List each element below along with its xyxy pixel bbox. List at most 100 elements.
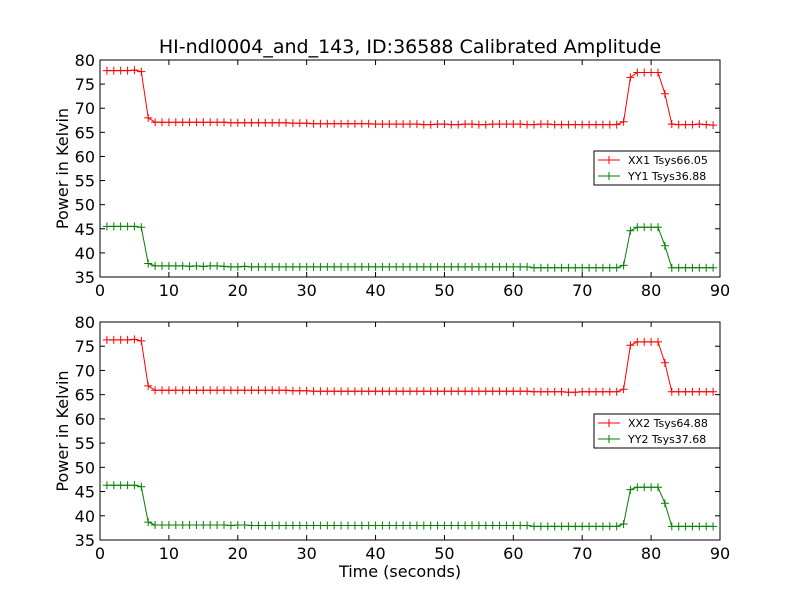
x-tick-label: 80 — [641, 544, 661, 563]
x-tick-label: 80 — [641, 281, 661, 300]
data-point — [578, 387, 587, 396]
x-tick-label: 60 — [503, 281, 523, 300]
data-point — [233, 521, 242, 529]
x-tick-label: 0 — [95, 544, 105, 563]
data-point — [516, 387, 525, 396]
data-point — [419, 521, 428, 530]
data-point — [647, 223, 656, 232]
data-point — [640, 223, 649, 232]
data-point — [337, 387, 346, 396]
data-point — [633, 223, 642, 232]
data-point — [406, 387, 414, 396]
data-point — [261, 386, 270, 395]
x-tick-label: 0 — [95, 281, 105, 300]
data-point — [674, 387, 683, 396]
data-point — [392, 262, 401, 271]
data-point — [543, 387, 552, 396]
data-point — [316, 521, 325, 530]
data-point — [412, 120, 421, 129]
data-point — [592, 387, 600, 396]
data-point — [640, 483, 649, 492]
data-point — [426, 521, 435, 530]
data-point — [495, 262, 504, 271]
data-point — [350, 262, 359, 271]
data-point — [709, 121, 718, 130]
data-point — [102, 222, 111, 231]
data-point — [268, 386, 277, 395]
data-point — [468, 120, 476, 129]
data-point — [433, 521, 442, 530]
data-point — [509, 262, 518, 271]
data-point — [543, 263, 552, 272]
data-point — [509, 521, 518, 530]
data-point — [468, 262, 476, 271]
data-point — [447, 521, 456, 530]
data-point — [185, 262, 194, 271]
data-point — [302, 119, 311, 128]
data-point — [233, 262, 242, 271]
data-point — [530, 120, 538, 129]
data-point — [254, 386, 263, 395]
data-point — [123, 222, 132, 231]
data-point — [557, 263, 566, 272]
data-point — [371, 120, 380, 129]
data-point — [316, 387, 325, 396]
data-point — [123, 481, 132, 490]
data-point — [364, 521, 373, 530]
data-point — [302, 521, 311, 530]
data-point — [667, 387, 676, 396]
legend-entry: XX1 Tsys66.05 — [628, 154, 708, 167]
data-point — [530, 522, 538, 531]
data-point — [633, 337, 642, 346]
x-tick-label: 40 — [365, 281, 385, 300]
data-point — [702, 120, 711, 129]
data-point — [357, 119, 366, 128]
data-point — [275, 262, 284, 271]
data-point — [158, 386, 166, 395]
data-point — [288, 521, 297, 530]
data-point — [474, 387, 483, 396]
y-tick-label: 80 — [75, 51, 95, 70]
y-tick-label: 60 — [75, 147, 95, 166]
data-point — [647, 337, 656, 346]
data-point — [557, 387, 566, 396]
data-point — [144, 259, 153, 268]
data-point — [433, 120, 442, 129]
data-point — [543, 120, 552, 129]
data-point — [171, 118, 180, 127]
legend-marker — [605, 419, 613, 427]
data-point — [564, 522, 573, 531]
data-point — [102, 66, 111, 75]
data-point — [295, 386, 304, 395]
data-point — [137, 336, 146, 345]
data-point — [213, 386, 222, 395]
data-point — [585, 120, 594, 129]
data-point — [275, 521, 284, 530]
data-point — [681, 120, 690, 129]
data-point — [123, 66, 132, 75]
data-point — [344, 262, 352, 271]
data-point — [137, 67, 146, 76]
data-point — [440, 387, 449, 396]
data-point — [330, 521, 339, 530]
data-point — [674, 120, 683, 129]
data-point — [302, 386, 311, 395]
data-point — [309, 262, 318, 271]
data-point — [626, 485, 635, 494]
data-point — [598, 120, 607, 129]
data-point — [502, 387, 511, 396]
data-point — [261, 521, 270, 530]
data-point — [309, 521, 318, 530]
data-point — [385, 120, 394, 129]
data-point — [516, 262, 525, 271]
data-point — [688, 120, 697, 129]
data-point — [454, 120, 463, 129]
data-point — [137, 223, 146, 232]
data-point — [488, 521, 497, 530]
y-tick-label: 50 — [75, 196, 95, 215]
data-point — [288, 119, 297, 128]
data-point — [612, 120, 621, 129]
data-point — [412, 262, 421, 271]
data-point — [233, 386, 242, 395]
data-point — [605, 120, 614, 129]
